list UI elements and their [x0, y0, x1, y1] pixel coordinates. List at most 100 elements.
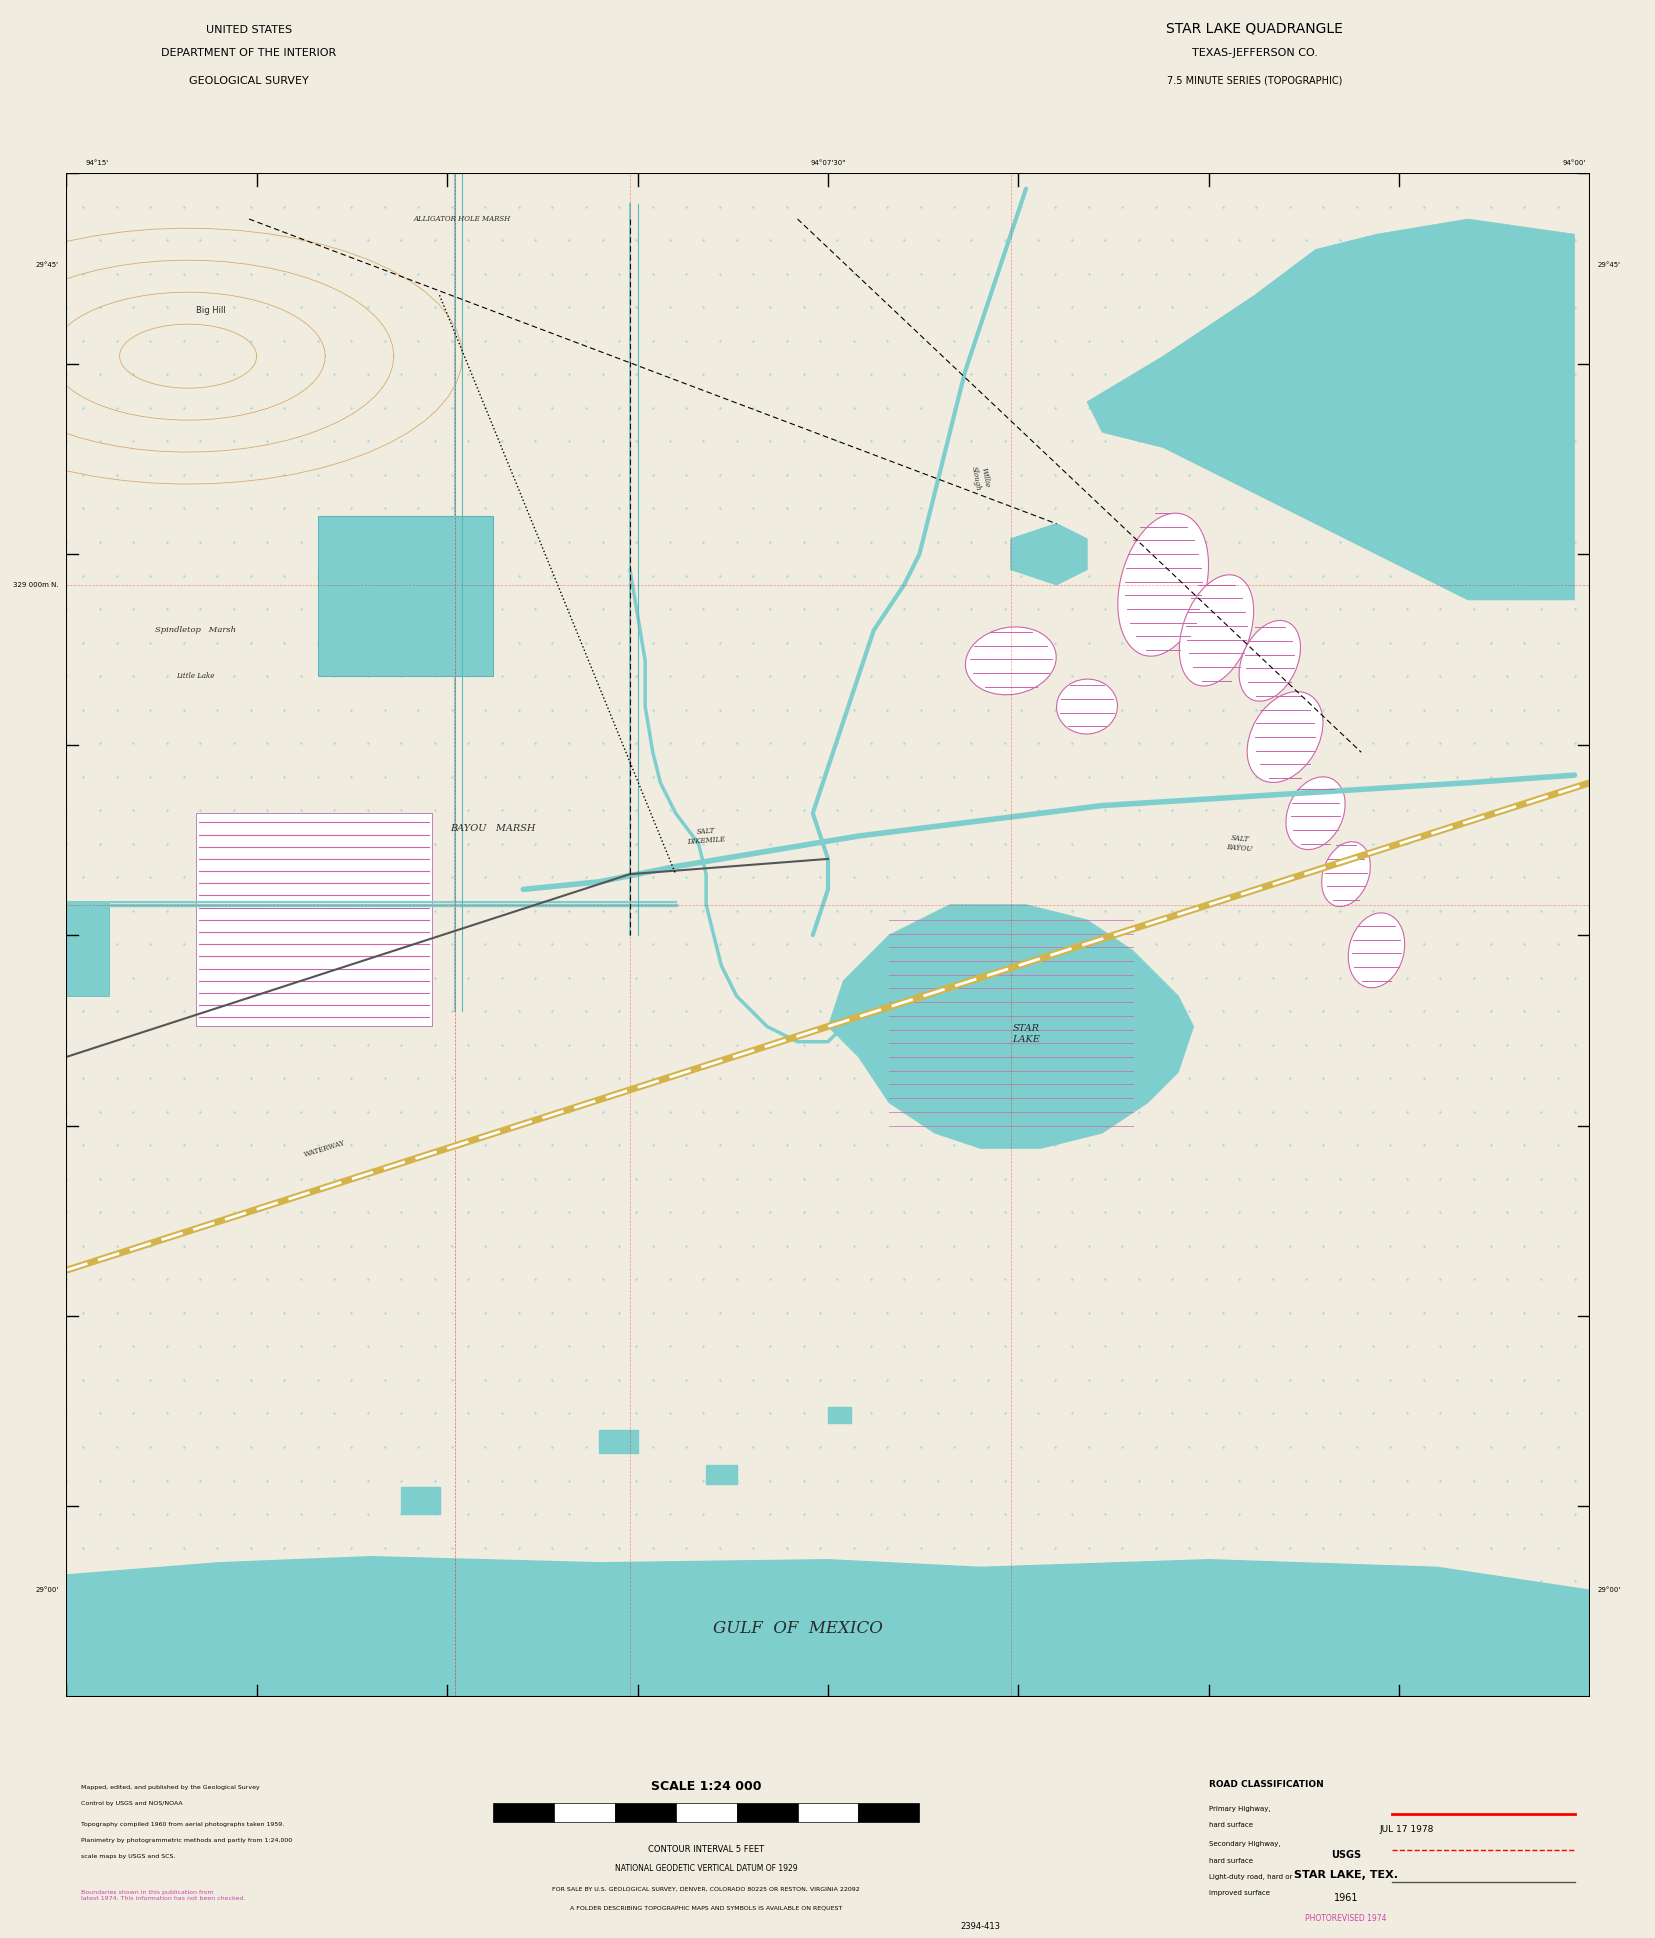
- Point: [237, 1432, 263, 1463]
- Point: [70, 996, 96, 1027]
- Point: [857, 527, 884, 558]
- Point: [573, 1062, 599, 1093]
- Point: [70, 1062, 96, 1093]
- Point: [1024, 426, 1051, 457]
- Point: [1125, 828, 1152, 859]
- Point: [991, 1198, 1018, 1229]
- Point: [53, 963, 79, 994]
- Point: [655, 1198, 682, 1229]
- Point: [455, 593, 482, 624]
- Point: [857, 963, 884, 994]
- Point: [1008, 1297, 1034, 1328]
- Point: [521, 593, 548, 624]
- Point: [1225, 1163, 1251, 1194]
- Point: [1410, 1231, 1437, 1262]
- Point: [940, 1297, 967, 1328]
- Point: [305, 1667, 331, 1698]
- Point: [672, 459, 698, 490]
- Point: [890, 1163, 917, 1194]
- Point: [907, 1130, 933, 1161]
- Point: [53, 1264, 79, 1295]
- Point: [488, 795, 515, 826]
- Point: [86, 225, 113, 256]
- Bar: [553, 1802, 614, 1822]
- Point: [1309, 628, 1336, 659]
- Point: [756, 225, 783, 256]
- Point: [154, 795, 180, 826]
- Point: [1375, 1231, 1402, 1262]
- Point: [841, 1599, 867, 1630]
- Point: [975, 928, 1001, 959]
- Point: [70, 1533, 96, 1564]
- Point: [1058, 1097, 1084, 1128]
- Point: [387, 1331, 414, 1362]
- Point: [940, 492, 967, 523]
- Point: [70, 560, 96, 591]
- Point: [271, 1130, 298, 1161]
- Point: [940, 628, 967, 659]
- Point: [103, 694, 129, 725]
- Point: [991, 1498, 1018, 1529]
- Point: [288, 1097, 314, 1128]
- Point: [1443, 1533, 1470, 1564]
- Point: [1493, 1097, 1519, 1128]
- Point: [1394, 359, 1420, 390]
- Point: [1509, 391, 1536, 422]
- Point: [622, 426, 649, 457]
- Point: [505, 1533, 531, 1564]
- Point: [204, 391, 230, 422]
- Point: [1142, 1062, 1168, 1093]
- Point: [1276, 1599, 1302, 1630]
- Point: [707, 928, 733, 959]
- Point: [756, 359, 783, 390]
- Point: [907, 1062, 933, 1093]
- Point: [1276, 996, 1302, 1027]
- Point: [53, 593, 79, 624]
- Point: [521, 1029, 548, 1060]
- Point: [1443, 1667, 1470, 1698]
- Point: [405, 560, 432, 591]
- Point: [170, 391, 197, 422]
- Point: [237, 391, 263, 422]
- Point: [1375, 1533, 1402, 1564]
- Point: [137, 1297, 164, 1328]
- Point: [824, 1632, 851, 1663]
- Point: [1208, 694, 1235, 725]
- Point: [707, 1062, 733, 1093]
- Point: [455, 225, 482, 256]
- Point: [305, 1533, 331, 1564]
- Point: [220, 895, 247, 926]
- Point: [455, 1397, 482, 1428]
- Point: [1125, 963, 1152, 994]
- Point: [690, 1498, 717, 1529]
- Point: [154, 359, 180, 390]
- Point: [1058, 963, 1084, 994]
- Point: [86, 895, 113, 926]
- Point: [455, 1632, 482, 1663]
- Point: [1561, 1163, 1587, 1194]
- Point: [707, 762, 733, 793]
- Point: [288, 1331, 314, 1362]
- Point: [773, 694, 799, 725]
- Point: [253, 225, 280, 256]
- Point: [690, 1331, 717, 1362]
- Point: [220, 963, 247, 994]
- Point: [137, 560, 164, 591]
- Point: [606, 192, 632, 223]
- Point: [1509, 928, 1536, 959]
- Point: [923, 1498, 950, 1529]
- Point: [220, 1163, 247, 1194]
- Point: [371, 326, 397, 357]
- Point: [589, 1198, 616, 1229]
- Point: [505, 694, 531, 725]
- Point: [1410, 1667, 1437, 1698]
- Point: [606, 1062, 632, 1093]
- Point: [271, 326, 298, 357]
- Point: [521, 963, 548, 994]
- Point: [975, 1667, 1001, 1698]
- Point: [1125, 1498, 1152, 1529]
- Point: [1326, 963, 1352, 994]
- Point: [857, 1397, 884, 1428]
- Point: [204, 258, 230, 289]
- Point: [1125, 661, 1152, 692]
